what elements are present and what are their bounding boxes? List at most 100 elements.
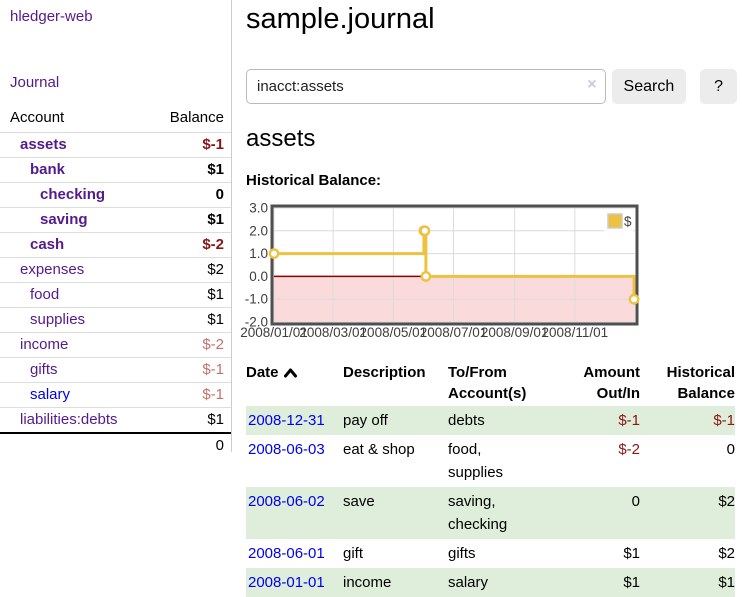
account-row: liabilities:debts $1 [0, 407, 231, 432]
account-row: food $1 [0, 282, 231, 307]
svg-text:2008/11/01: 2008/11/01 [542, 325, 609, 340]
main-content: sample.journal × Search ? assets Histori… [240, 0, 737, 597]
account-row: expenses $2 [0, 257, 231, 282]
transaction-amount: 0 [631, 493, 640, 510]
account-balance: $-1 [202, 361, 224, 378]
search-box: × [246, 69, 606, 104]
account-balance: $1 [207, 211, 224, 228]
svg-text:0.0: 0.0 [249, 269, 268, 284]
svg-text:2008/09/01: 2008/09/01 [481, 325, 549, 340]
register-row: 2008-01-01 income salary $1 $1 [246, 568, 735, 597]
account-row: bank $1 [0, 157, 231, 182]
account-link-checking[interactable]: checking [40, 186, 106, 203]
transaction-balance: $-1 [713, 412, 735, 429]
svg-text:2008/05/01: 2008/05/01 [360, 325, 428, 340]
svg-text:2008/07/01: 2008/07/01 [420, 325, 488, 340]
transaction-balance: $1 [718, 574, 735, 591]
register-table: Date Description To/From Account(s) Amou… [246, 362, 735, 597]
account-link-food[interactable]: food [30, 286, 60, 303]
search-form: × Search ? [246, 69, 737, 104]
register-header-date[interactable]: Date [246, 362, 343, 406]
account-balance: $-2 [202, 236, 224, 253]
svg-text:-2.0: -2.0 [245, 315, 268, 330]
transaction-date-link[interactable]: 2008-06-01 [248, 545, 325, 562]
register-header-date-label: Date [246, 364, 279, 381]
register-row: 2008-06-03 eat & shop food, supplies $-2… [246, 435, 735, 487]
account-heading: assets [246, 125, 316, 152]
account-row: gifts $-1 [0, 357, 231, 382]
account-balance: $1 [207, 411, 224, 428]
register-header-accounts: To/From Account(s) [448, 364, 527, 402]
balance-chart: 2008/01/012008/03/012008/05/012008/07/01… [240, 201, 640, 340]
account-row: cash $-2 [0, 232, 231, 257]
account-row: salary $-1 [0, 382, 231, 407]
search-button[interactable]: Search [611, 69, 687, 104]
transaction-date-link[interactable]: 2008-06-03 [248, 441, 325, 458]
register-header-balance: Historical Balance [666, 364, 735, 402]
transaction-accounts: salary [448, 574, 489, 591]
transaction-balance: $2 [718, 545, 735, 562]
accounts-header-row: Account Balance [0, 106, 231, 132]
app-brand-link[interactable]: hledger-web [10, 8, 93, 25]
account-link-supplies[interactable]: supplies [30, 311, 86, 328]
transaction-balance: $2 [718, 493, 735, 510]
account-row: supplies $1 [0, 307, 231, 332]
page-title: sample.journal [246, 3, 435, 35]
transaction-accounts: saving, checking [448, 493, 508, 533]
transaction-accounts: debts [448, 412, 485, 429]
balance-chart-container: 2008/01/01 2008/03/01 2008/05/01 2008/07/01… [240, 200, 737, 346]
register-header-row: Date Description To/From Account(s) Amou… [246, 362, 735, 406]
svg-text:1.0: 1.0 [249, 246, 268, 261]
transaction-amount: $1 [623, 574, 640, 591]
accounts-header-account: Account [10, 109, 65, 126]
transaction-description: income [343, 574, 392, 591]
account-balance: $1 [207, 286, 224, 303]
register-header-amount: Amount Out/In [583, 364, 640, 402]
svg-text:2008/01/01: 2008/01/01 [240, 325, 308, 340]
account-link-bank[interactable]: bank [30, 161, 66, 178]
accounts-total-row: 0 [0, 432, 231, 457]
transaction-date-link[interactable]: 2008-12-31 [248, 412, 325, 429]
sort-ascending-icon [283, 363, 297, 384]
account-balance: $1 [207, 161, 224, 178]
account-link-liabilities-debts[interactable]: liabilities:debts [20, 411, 118, 428]
transaction-description: gift [343, 545, 364, 562]
account-balance: $-2 [202, 336, 224, 353]
transaction-description: save [343, 493, 375, 510]
account-balance: $-1 [202, 136, 224, 153]
transaction-accounts: food, supplies [448, 441, 504, 481]
transaction-amount: $-1 [618, 412, 640, 429]
account-link-income[interactable]: income [20, 336, 69, 353]
account-balance: $-1 [202, 386, 224, 403]
register-row: 2008-06-01 gift gifts $1 $2 [246, 539, 735, 568]
account-link-expenses[interactable]: expenses [20, 261, 85, 278]
transaction-description: pay off [343, 412, 388, 429]
svg-text:2008/03/01: 2008/03/01 [299, 325, 367, 340]
sidebar-item-journal[interactable]: Journal [10, 74, 60, 91]
svg-text:3.0: 3.0 [249, 201, 268, 216]
account-link-salary[interactable]: salary [30, 386, 71, 403]
account-balance: $1 [207, 311, 224, 328]
account-balance: 0 [215, 186, 224, 203]
account-row: saving $1 [0, 207, 231, 232]
sidebar: hledger-web Journal Account Balance asse… [0, 0, 232, 454]
transaction-date-link[interactable]: 2008-06-02 [248, 493, 325, 510]
search-help-button[interactable]: ? [700, 69, 737, 104]
transaction-accounts: gifts [448, 545, 476, 562]
account-link-cash[interactable]: cash [30, 236, 65, 253]
account-balance: $2 [207, 261, 224, 278]
clear-search-icon[interactable]: × [587, 76, 597, 93]
search-input[interactable] [246, 69, 606, 104]
chart-title: Historical Balance: [246, 172, 382, 189]
account-link-gifts[interactable]: gifts [30, 361, 58, 378]
register-row: 2008-06-02 save saving, checking 0 $2 [246, 487, 735, 539]
account-link-saving[interactable]: saving [40, 211, 88, 228]
svg-text:-1.0: -1.0 [245, 292, 268, 307]
transaction-amount: $-2 [618, 441, 640, 458]
account-link-assets[interactable]: assets [20, 136, 67, 153]
transaction-balance: 0 [726, 441, 735, 458]
account-row: checking 0 [0, 182, 231, 207]
transaction-date-link[interactable]: 2008-01-01 [248, 574, 325, 591]
account-row: assets $-1 [0, 132, 231, 157]
register-row: 2008-12-31 pay off debts $-1 $-1 [246, 406, 735, 435]
